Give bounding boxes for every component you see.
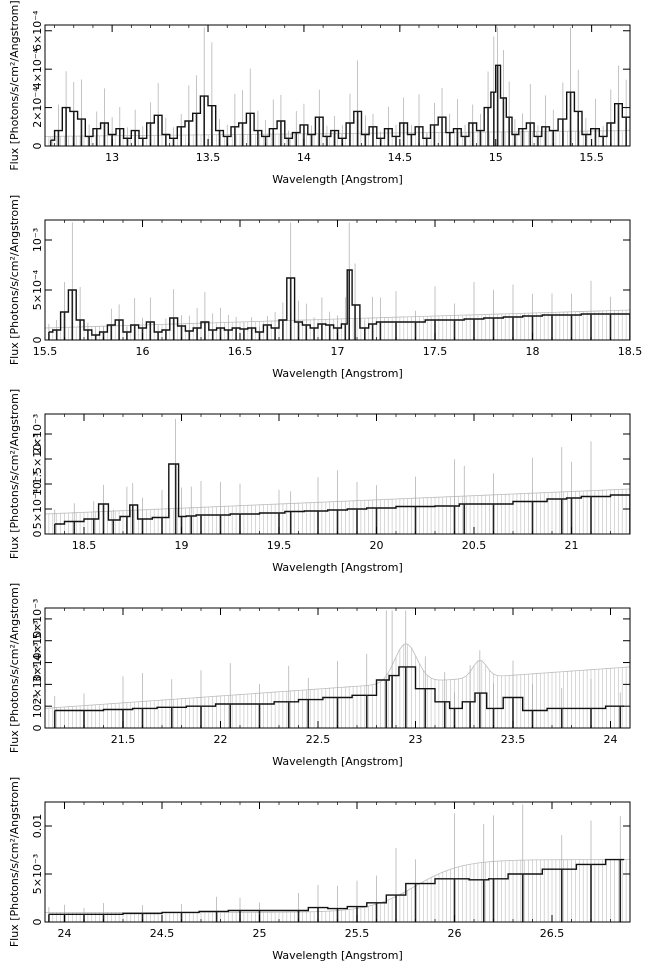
spectrum-step-line [54, 463, 630, 525]
y-tick-label: 2×10⁻³ [31, 664, 44, 704]
error-bars [48, 222, 630, 335]
x-tick-label: 16 [136, 345, 150, 358]
y-tick-label: 4×10⁻⁴ [31, 48, 44, 89]
x-axis: 24 24.5 25 25.5 26 26.5 [44, 802, 631, 940]
x-axis-label: Wavelength [Angstrom] [272, 755, 403, 768]
x-axis-label: Wavelength [Angstrom] [272, 367, 403, 380]
x-tick-label: 23.5 [501, 733, 526, 746]
x-axis: 18.5 19 19.5 20 20.5 21 [44, 414, 631, 552]
plot-area [45, 804, 630, 922]
x-tick-label: 20.5 [462, 539, 487, 552]
y-axis-label: Flux [Photons/s/cm²/Angstrom] [8, 389, 21, 559]
y-axis-label: Flux [Photons/s/cm²/Angstrom] [8, 583, 21, 753]
y-tick-label: 2×10⁻⁴ [31, 87, 44, 128]
error-bars [54, 418, 630, 524]
y-tick-label: 5×10⁻⁴ [31, 488, 44, 529]
chart-panel-2: 15.5 16 16.5 17 17.5 18 18.5 0 5×10⁻⁴ 10⁻³ Wavelen… [8, 195, 642, 380]
x-tick-label: 24.5 [150, 927, 175, 940]
x-tick-label: 17 [331, 345, 345, 358]
plot-area [45, 222, 630, 340]
x-tick-label: 14.5 [388, 151, 413, 164]
y-tick-label: 10⁻³ [31, 694, 44, 718]
y-tick-label: 10⁻³ [31, 228, 44, 252]
y-tick-label: 10⁻³ [31, 472, 44, 496]
y-axis: 0 5×10⁻⁴10⁻³1.5×10⁻³2×10⁻³ [31, 414, 630, 538]
y-tick-label: 0 [31, 337, 44, 344]
x-tick-label: 19 [175, 539, 189, 552]
y-tick-label: 5×10⁻³ [31, 599, 44, 639]
x-tick-label: 26 [448, 927, 462, 940]
y-axis: 0 10⁻³2×10⁻³3×10⁻³4×10⁻³5×10⁻³ [31, 599, 630, 732]
y-axis: 0 5×10⁻⁴ 10⁻³ [31, 228, 630, 344]
error-bars [50, 27, 627, 141]
spectrum-step-line [50, 64, 630, 141]
x-tick-label: 15.5 [33, 345, 58, 358]
chart-panel-5: 24 24.5 25 25.5 26 26.5 0 5×10⁻³ 0.01 Wavelength … [8, 777, 631, 962]
y-tick-label: 6×10⁻⁴ [31, 10, 44, 51]
error-bars [54, 610, 621, 711]
x-tick-label: 18 [526, 345, 540, 358]
y-tick-label: 0 [31, 531, 44, 538]
x-tick-label: 18.5 [72, 539, 97, 552]
y-tick-label: 0.01 [31, 814, 44, 839]
x-tick-label: 22.5 [306, 733, 331, 746]
chart-panel-4: 21.5 22 22.5 23 23.5 24 0 10⁻³2×10⁻³3×10⁻³4×10⁻… [8, 583, 631, 768]
plot-area [45, 27, 630, 146]
x-tick-label: 26.5 [540, 927, 565, 940]
x-tick-label: 14 [297, 151, 311, 164]
x-axis: 15.5 16 16.5 17 17.5 18 18.5 [33, 220, 643, 358]
y-tick-label: 0 [31, 725, 44, 732]
x-axis-label: Wavelength [Angstrom] [272, 173, 403, 186]
y-axis-label: Flux [Photons/s/cm²/Angstrom] [8, 0, 21, 170]
spectrum-step-line [54, 666, 625, 712]
x-tick-label: 17.5 [423, 345, 448, 358]
plot-frame [44, 24, 631, 147]
y-axis-label: Flux [Photons/s/cm²/Angstrom] [8, 777, 21, 947]
x-tick-label: 23 [409, 733, 423, 746]
y-axis: 0 5×10⁻³ 0.01 [31, 814, 630, 926]
x-tick-label: 21.5 [111, 733, 136, 746]
x-tick-label: 21 [565, 539, 579, 552]
chart-panel-3: 18.5 19 19.5 20 20.5 21 0 5×10⁻⁴10⁻³1.5×10⁻³2×1… [8, 389, 631, 574]
x-tick-label: 15 [489, 151, 503, 164]
x-tick-label: 25 [253, 927, 267, 940]
spectrum-step-line [48, 858, 625, 915]
x-tick-label: 19.5 [267, 539, 292, 552]
x-tick-label: 13 [105, 151, 119, 164]
x-tick-label: 24 [58, 927, 72, 940]
x-tick-label: 15.5 [579, 151, 604, 164]
chart-panel-1: 13 13.5 14 14.5 15 15.5 0 2×10⁻⁴4×10⁻⁴6×10⁻⁴ Wav… [8, 0, 631, 186]
x-tick-label: 20 [370, 539, 384, 552]
y-tick-label: 2×10⁻³ [31, 414, 44, 454]
x-tick-label: 22 [214, 733, 228, 746]
x-axis: 13 13.5 14 14.5 15 15.5 [54, 25, 631, 164]
y-tick-label: 0 [31, 919, 44, 926]
x-tick-label: 13.5 [196, 151, 221, 164]
y-axis: 0 2×10⁻⁴4×10⁻⁴6×10⁻⁴ [31, 10, 630, 150]
x-tick-label: 24 [604, 733, 618, 746]
plot-area [45, 418, 630, 534]
error-bars [48, 804, 621, 915]
plot-area [45, 610, 630, 728]
x-axis-label: Wavelength [Angstrom] [272, 949, 403, 962]
y-tick-label: 3×10⁻³ [31, 642, 44, 682]
y-tick-label: 0 [31, 143, 44, 150]
y-tick-label: 1.5×10⁻³ [31, 434, 44, 485]
x-tick-label: 25.5 [345, 927, 370, 940]
y-tick-label: 5×10⁻³ [31, 854, 44, 894]
y-tick-label: 4×10⁻³ [31, 621, 44, 661]
x-axis: 21.5 22 22.5 23 23.5 24 [44, 608, 631, 746]
x-tick-label: 16.5 [228, 345, 253, 358]
x-tick-label: 18.5 [618, 345, 643, 358]
spectrum-step-line [48, 269, 630, 336]
y-axis-label: Flux [Photons/s/cm²/Angstrom] [8, 195, 21, 365]
y-tick-label: 5×10⁻⁴ [31, 269, 44, 310]
x-axis-label: Wavelength [Angstrom] [272, 561, 403, 574]
